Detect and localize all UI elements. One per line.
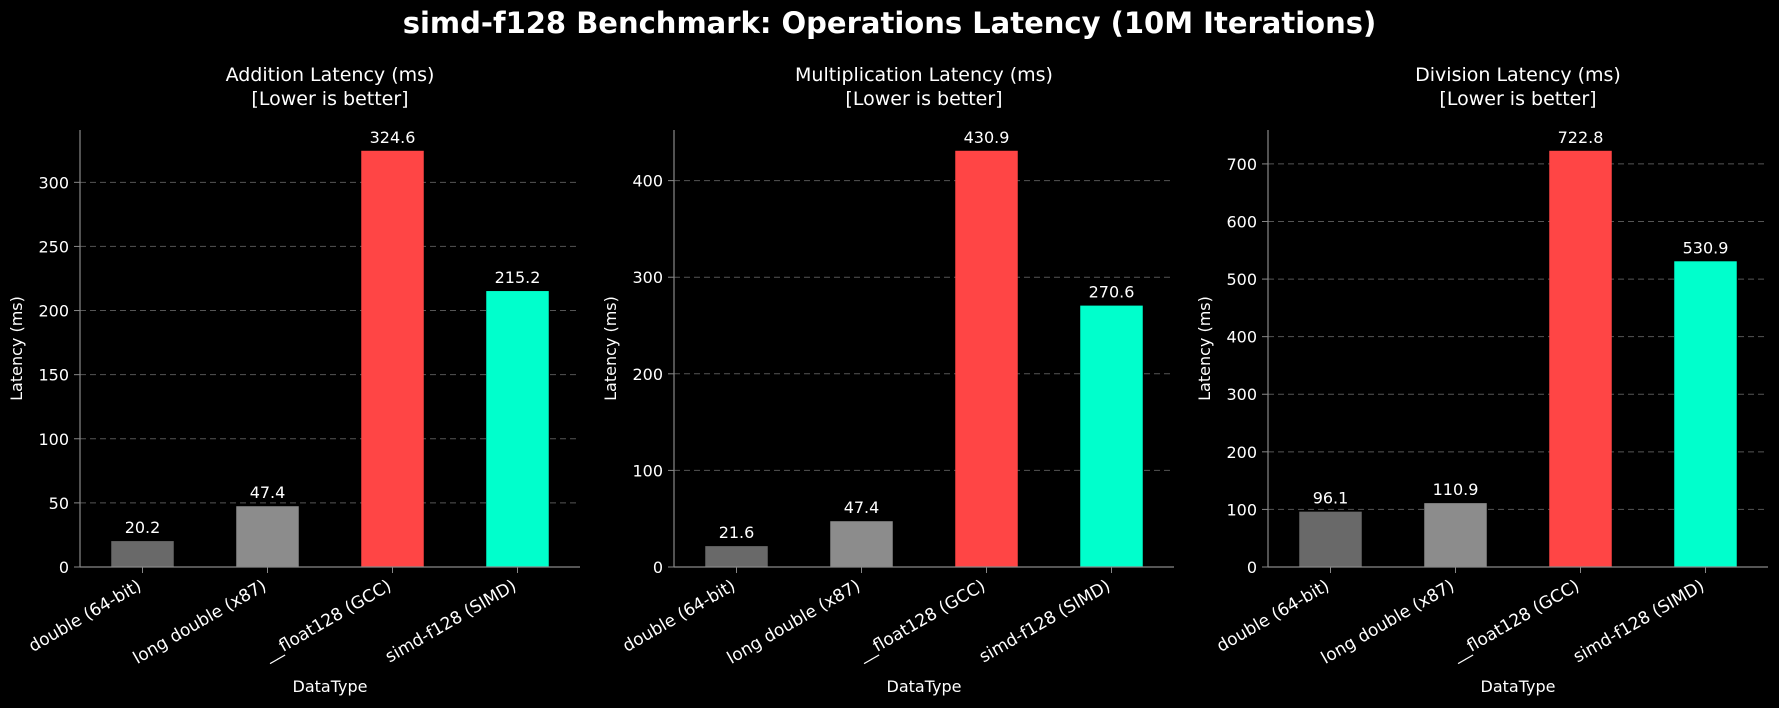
y-tick-label: 700 [1226, 155, 1257, 174]
y-tick-label: 0 [59, 558, 69, 577]
y-tick-label: 400 [1226, 328, 1257, 347]
bar-1 [111, 541, 174, 567]
data-label: 47.4 [250, 483, 286, 502]
y-tick-label: 300 [632, 268, 663, 287]
data-label: 96.1 [1313, 489, 1349, 508]
data-label: 21.6 [719, 523, 755, 542]
x-axis-label: DataType [1481, 677, 1556, 696]
bar-1 [1299, 511, 1362, 567]
bar-2 [1424, 503, 1487, 567]
y-tick-label: 300 [38, 173, 69, 192]
bar-3 [955, 150, 1018, 567]
data-label: 530.9 [1683, 238, 1729, 257]
x-tick-label: __float128 (GCC) [260, 576, 395, 665]
x-axis-label: DataType [293, 677, 368, 696]
bar-2 [830, 521, 893, 567]
x-tick-label: double (64-bit) [1213, 576, 1333, 657]
x-tick-label: double (64-bit) [25, 576, 145, 657]
chart-subtitle: [Lower is better] [1439, 88, 1596, 110]
y-tick-label: 200 [632, 365, 663, 384]
x-tick-label: simd-f128 (SIMD) [976, 576, 1114, 667]
data-label: 430.9 [964, 128, 1010, 147]
x-tick-label: double (64-bit) [619, 576, 739, 657]
y-tick-label: 200 [1226, 443, 1257, 462]
y-tick-label: 100 [1226, 500, 1257, 519]
figure-title: simd-f128 Benchmark: Operations Latency … [402, 6, 1377, 40]
x-tick-label: long double (x87) [1318, 576, 1458, 669]
y-tick-label: 50 [49, 494, 69, 513]
data-label: 47.4 [844, 498, 880, 517]
data-label: 110.9 [1433, 480, 1479, 499]
y-tick-label: 500 [1226, 270, 1257, 289]
y-tick-label: 100 [38, 430, 69, 449]
bar-4 [1674, 261, 1737, 567]
y-tick-label: 400 [632, 172, 663, 191]
chart-panel-1: Addition Latency (ms)[Lower is better] 0 5… [7, 64, 580, 696]
y-tick-label: 100 [632, 461, 663, 480]
data-label: 20.2 [125, 518, 161, 537]
x-tick-label: simd-f128 (SIMD) [382, 576, 520, 667]
x-tick-label: __float128 (GCC) [1448, 576, 1583, 665]
data-label: 215.2 [495, 268, 541, 287]
y-tick-label: 150 [38, 366, 69, 385]
chart-title: Division Latency (ms) [1415, 64, 1621, 86]
bar-4 [1080, 305, 1143, 567]
data-label: 270.6 [1089, 283, 1135, 302]
chart-title: Multiplication Latency (ms) [795, 64, 1053, 86]
y-tick-label: 300 [1226, 385, 1257, 404]
chart-panel-2: Multiplication Latency (ms)[Lower is bet… [601, 64, 1174, 696]
bar-1 [705, 546, 768, 567]
chart-panel-3: Division Latency (ms)[Lower is better] 0 1… [1195, 64, 1768, 696]
x-axis-label: DataType [887, 677, 962, 696]
x-tick-label: long double (x87) [130, 576, 270, 669]
y-axis-label: Latency (ms) [601, 296, 620, 401]
y-tick-label: 600 [1226, 212, 1257, 231]
x-tick-label: long double (x87) [724, 576, 864, 669]
x-tick-label: __float128 (GCC) [854, 576, 989, 665]
y-tick-label: 200 [38, 302, 69, 321]
bar-2 [236, 506, 299, 567]
chart-subtitle: [Lower is better] [251, 88, 408, 110]
bar-4 [486, 291, 549, 567]
data-label: 722.8 [1558, 128, 1604, 147]
y-tick-label: 0 [1247, 558, 1257, 577]
data-label: 324.6 [370, 128, 416, 147]
y-tick-label: 250 [38, 237, 69, 256]
y-axis-label: Latency (ms) [7, 296, 26, 401]
y-axis-label: Latency (ms) [1195, 296, 1214, 401]
bar-3 [1549, 150, 1612, 567]
chart-title: Addition Latency (ms) [226, 64, 435, 86]
chart-subtitle: [Lower is better] [845, 88, 1002, 110]
y-tick-label: 0 [653, 558, 663, 577]
bar-3 [361, 150, 424, 567]
x-tick-label: simd-f128 (SIMD) [1570, 576, 1708, 667]
